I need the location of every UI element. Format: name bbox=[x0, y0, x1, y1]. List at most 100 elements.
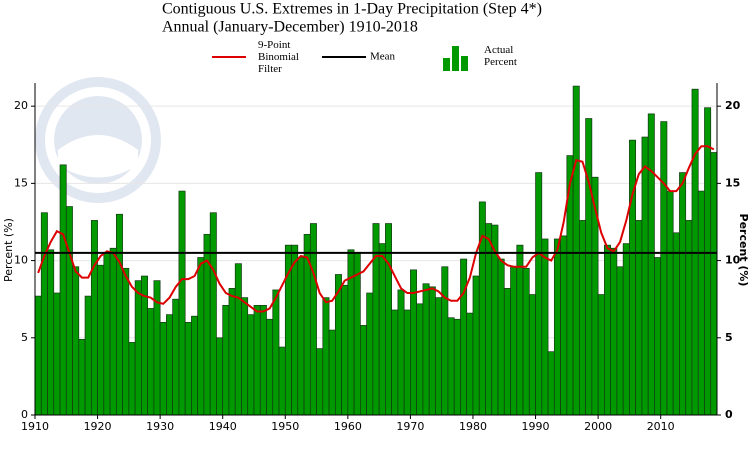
bar bbox=[610, 247, 618, 416]
bar bbox=[422, 283, 430, 416]
legend-line: 9-Point bbox=[258, 39, 290, 51]
legend-swatch bbox=[461, 56, 468, 71]
bar bbox=[115, 213, 123, 416]
x-tick-label: 1990 bbox=[522, 420, 550, 433]
x-tick-label: 2010 bbox=[647, 420, 675, 433]
bar bbox=[666, 190, 674, 416]
y2-tick-label: 15 bbox=[725, 176, 740, 189]
bar bbox=[604, 244, 611, 416]
y2-tick-label: 5 bbox=[725, 331, 733, 344]
bar bbox=[378, 243, 386, 416]
bar bbox=[403, 309, 411, 416]
bar bbox=[241, 297, 249, 416]
bar bbox=[572, 85, 580, 416]
bar bbox=[516, 244, 524, 416]
bar bbox=[510, 266, 518, 416]
legend-swatch bbox=[443, 58, 450, 71]
legend-swatch bbox=[452, 46, 459, 71]
y-tick-label: 15 bbox=[14, 176, 28, 189]
logo-watermark bbox=[35, 77, 161, 203]
bar bbox=[647, 113, 655, 416]
y2-tick-label: 20 bbox=[725, 99, 741, 112]
bar bbox=[660, 121, 668, 416]
bar bbox=[328, 329, 336, 416]
bar bbox=[435, 297, 443, 416]
bar bbox=[40, 212, 48, 416]
bar bbox=[253, 305, 261, 416]
bar bbox=[704, 107, 712, 416]
bar bbox=[585, 118, 593, 416]
bar bbox=[472, 275, 480, 416]
bar bbox=[528, 294, 536, 416]
bar bbox=[322, 297, 330, 416]
bar bbox=[641, 136, 649, 416]
x-tick-label: 1910 bbox=[21, 420, 49, 433]
legend-line: Filter bbox=[258, 63, 282, 75]
bar bbox=[128, 342, 136, 416]
bar bbox=[159, 321, 167, 416]
y-tick-label: 10 bbox=[14, 254, 28, 267]
legend-label: 9-Point Binomial Filter bbox=[258, 39, 299, 75]
bar bbox=[147, 308, 155, 416]
x-tick-label: 1930 bbox=[146, 420, 174, 433]
bar bbox=[553, 238, 561, 416]
bar bbox=[291, 244, 299, 416]
bar bbox=[90, 220, 98, 416]
bar bbox=[184, 321, 192, 416]
legend-label: Mean bbox=[370, 51, 396, 63]
bar bbox=[47, 249, 55, 416]
bar bbox=[72, 266, 80, 416]
chart-title: Contiguous U.S. Extremes in 1-Day Precip… bbox=[162, 1, 542, 18]
bar bbox=[341, 284, 349, 416]
bar bbox=[710, 152, 718, 416]
bar bbox=[272, 289, 280, 416]
bar bbox=[84, 295, 92, 416]
bar bbox=[535, 172, 543, 416]
bar bbox=[65, 206, 73, 416]
bar bbox=[166, 314, 174, 416]
smoothed-line bbox=[37, 145, 715, 313]
bar bbox=[53, 292, 61, 416]
bar bbox=[316, 348, 324, 416]
bar bbox=[685, 220, 693, 416]
bar bbox=[122, 267, 130, 416]
bar bbox=[209, 212, 217, 416]
bar bbox=[578, 220, 586, 416]
legend-label: Actual Percent bbox=[484, 44, 517, 68]
bar bbox=[103, 252, 111, 416]
bar bbox=[428, 286, 436, 416]
bar bbox=[78, 338, 86, 416]
bar bbox=[353, 252, 361, 416]
bar bbox=[397, 289, 405, 416]
bar bbox=[672, 232, 680, 416]
bar bbox=[391, 309, 399, 416]
chart-subtitle: Annual (January-December) 1910-2018 bbox=[162, 19, 418, 36]
bar bbox=[259, 305, 267, 416]
legend-line: Actual bbox=[484, 44, 513, 56]
bar bbox=[697, 190, 705, 416]
bar bbox=[616, 266, 624, 416]
bar bbox=[34, 295, 42, 416]
bar bbox=[178, 190, 186, 416]
bar bbox=[172, 298, 180, 416]
bar bbox=[297, 257, 305, 416]
x-tick-label: 1970 bbox=[396, 420, 424, 433]
bar bbox=[266, 318, 274, 416]
legend-line: Binomial bbox=[258, 51, 299, 63]
bar bbox=[597, 294, 605, 416]
bar bbox=[360, 325, 367, 416]
bar bbox=[278, 346, 286, 416]
bar bbox=[216, 337, 224, 416]
y-axis-label: Percent (%) bbox=[2, 218, 15, 282]
bar bbox=[228, 288, 236, 416]
y-tick-label: 5 bbox=[21, 331, 28, 344]
legend-line: Percent bbox=[484, 56, 517, 68]
bar bbox=[497, 258, 505, 416]
bar bbox=[466, 312, 474, 416]
bar bbox=[247, 314, 255, 416]
y-tick-label: 20 bbox=[14, 99, 28, 112]
bar bbox=[191, 315, 199, 416]
y2-tick-label: 0 bbox=[725, 408, 733, 421]
